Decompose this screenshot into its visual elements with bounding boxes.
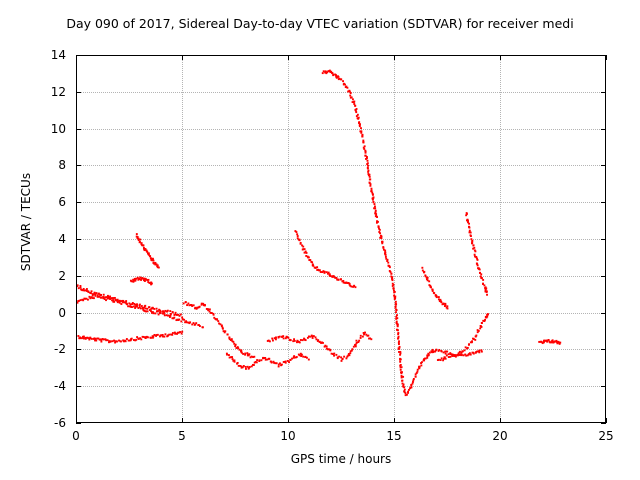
y-tick-mark-right bbox=[601, 275, 606, 277]
data-series bbox=[421, 266, 449, 310]
data-series bbox=[129, 276, 153, 286]
y-tick-mark-right bbox=[601, 128, 606, 130]
y-tick-mark bbox=[76, 55, 81, 56]
y-tick-label: 8 bbox=[58, 158, 66, 173]
y-tick-mark bbox=[76, 202, 81, 204]
x-tick-mark-top bbox=[394, 55, 395, 60]
y-tick-label: -2 bbox=[54, 342, 66, 357]
y-tick-label: -6 bbox=[54, 416, 66, 430]
y-tick-mark-right bbox=[601, 312, 606, 314]
y-tick-mark bbox=[76, 128, 81, 130]
x-tick-label: 10 bbox=[280, 429, 296, 443]
x-tick-mark-top bbox=[182, 55, 183, 60]
data-points-layer bbox=[76, 69, 562, 397]
data-series bbox=[76, 294, 204, 329]
grid-line-horizontal bbox=[76, 275, 606, 277]
x-tick-mark-top bbox=[606, 55, 607, 60]
x-tick-mark-top bbox=[76, 55, 77, 60]
y-tick-label: 6 bbox=[58, 195, 66, 210]
x-tick-mark bbox=[76, 418, 77, 423]
x-tick-mark bbox=[394, 418, 395, 423]
x-tick-label: 5 bbox=[178, 429, 186, 443]
x-tick-label: 25 bbox=[598, 429, 614, 443]
y-tick-mark bbox=[76, 423, 81, 424]
data-series bbox=[538, 339, 562, 345]
y-tick-label: 10 bbox=[50, 121, 66, 136]
data-series bbox=[77, 330, 184, 344]
y-axis-label: SDTVAR / TECUs bbox=[19, 172, 33, 272]
y-tick-mark-right bbox=[601, 55, 606, 56]
y-tick-mark bbox=[76, 239, 81, 240]
chart-title: Day 090 of 2017, Sidereal Day-to-day VTE… bbox=[66, 16, 574, 31]
plot-area: 0 5 10 15 20 25 -6 -4 -2 0 2 4 6 8 10 12 14 bbox=[51, 48, 614, 443]
x-tick-mark bbox=[500, 418, 501, 423]
data-series bbox=[294, 230, 357, 289]
y-tick-mark-right bbox=[601, 386, 606, 388]
y-tick-label: 0 bbox=[58, 305, 66, 320]
grid-line-horizontal bbox=[76, 239, 606, 240]
data-series bbox=[135, 233, 160, 269]
y-tick-mark bbox=[76, 165, 81, 167]
y-tick-mark bbox=[76, 312, 81, 314]
data-series bbox=[76, 284, 184, 319]
x-tick-mark-top bbox=[288, 55, 289, 60]
x-tick-label: 0 bbox=[72, 429, 80, 443]
data-series bbox=[225, 352, 310, 370]
y-tick-mark bbox=[76, 91, 81, 93]
y-tick-label: 2 bbox=[58, 268, 66, 283]
grid-line-horizontal bbox=[76, 202, 606, 204]
y-tick-mark bbox=[76, 386, 81, 388]
x-tick-label: 15 bbox=[386, 429, 402, 443]
y-tick-label: 14 bbox=[50, 48, 66, 62]
y-tick-mark-right bbox=[601, 423, 606, 424]
data-series bbox=[465, 212, 488, 296]
x-tick-mark-top bbox=[500, 55, 501, 60]
y-tick-mark-right bbox=[601, 349, 606, 351]
x-tick-label: 20 bbox=[492, 429, 508, 443]
y-tick-label: 4 bbox=[58, 232, 66, 246]
x-tick-mark bbox=[182, 418, 183, 423]
grid-line-horizontal bbox=[76, 349, 606, 351]
data-series bbox=[405, 348, 438, 396]
grid-line-horizontal bbox=[76, 386, 606, 388]
grid-line-horizontal bbox=[76, 128, 606, 130]
data-series bbox=[182, 301, 256, 359]
data-series bbox=[266, 331, 373, 362]
y-tick-mark bbox=[76, 349, 81, 351]
x-axis-label: GPS time / hours bbox=[290, 452, 392, 466]
y-tick-label: -4 bbox=[54, 379, 66, 394]
y-tick-mark-right bbox=[601, 91, 606, 93]
data-series bbox=[437, 348, 483, 358]
y-tick-label: 12 bbox=[50, 84, 66, 99]
y-tick-mark-right bbox=[601, 165, 606, 167]
y-tick-mark-right bbox=[601, 239, 606, 240]
x-tick-mark bbox=[288, 418, 289, 423]
x-tick-mark bbox=[606, 418, 607, 423]
grid-line-horizontal bbox=[76, 312, 606, 314]
grid-line-horizontal bbox=[76, 91, 606, 93]
data-series bbox=[321, 69, 407, 397]
grid-line-horizontal bbox=[76, 165, 606, 167]
y-tick-mark bbox=[76, 275, 81, 277]
y-tick-mark-right bbox=[601, 202, 606, 204]
